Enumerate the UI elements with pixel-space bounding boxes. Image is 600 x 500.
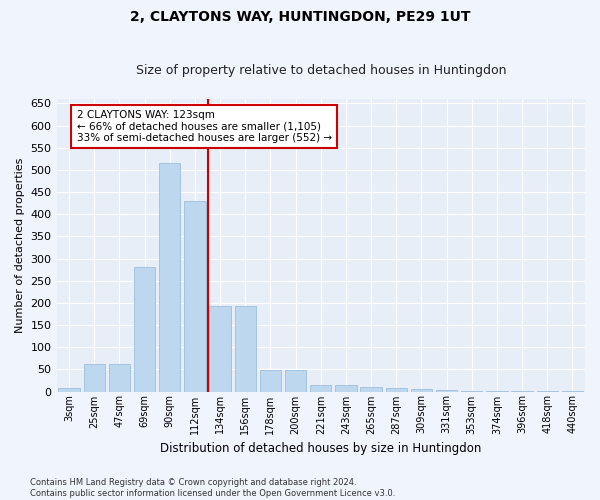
Bar — [461, 390, 482, 392]
Bar — [209, 306, 231, 392]
Bar — [335, 385, 356, 392]
Bar — [235, 306, 256, 392]
Y-axis label: Number of detached properties: Number of detached properties — [15, 158, 25, 333]
Bar — [184, 201, 206, 392]
X-axis label: Distribution of detached houses by size in Huntingdon: Distribution of detached houses by size … — [160, 442, 481, 455]
Title: Size of property relative to detached houses in Huntingdon: Size of property relative to detached ho… — [136, 64, 506, 77]
Bar — [260, 370, 281, 392]
Bar — [386, 388, 407, 392]
Bar — [285, 370, 307, 392]
Text: Contains HM Land Registry data © Crown copyright and database right 2024.
Contai: Contains HM Land Registry data © Crown c… — [30, 478, 395, 498]
Text: 2, CLAYTONS WAY, HUNTINGDON, PE29 1UT: 2, CLAYTONS WAY, HUNTINGDON, PE29 1UT — [130, 10, 470, 24]
Bar — [83, 364, 105, 392]
Bar — [58, 388, 80, 392]
Bar — [109, 364, 130, 392]
Bar — [361, 387, 382, 392]
Bar — [159, 164, 181, 392]
Bar — [411, 390, 432, 392]
Bar — [436, 390, 457, 392]
Bar — [134, 268, 155, 392]
Bar — [310, 385, 331, 392]
Text: 2 CLAYTONS WAY: 123sqm
← 66% of detached houses are smaller (1,105)
33% of semi-: 2 CLAYTONS WAY: 123sqm ← 66% of detached… — [77, 110, 332, 144]
